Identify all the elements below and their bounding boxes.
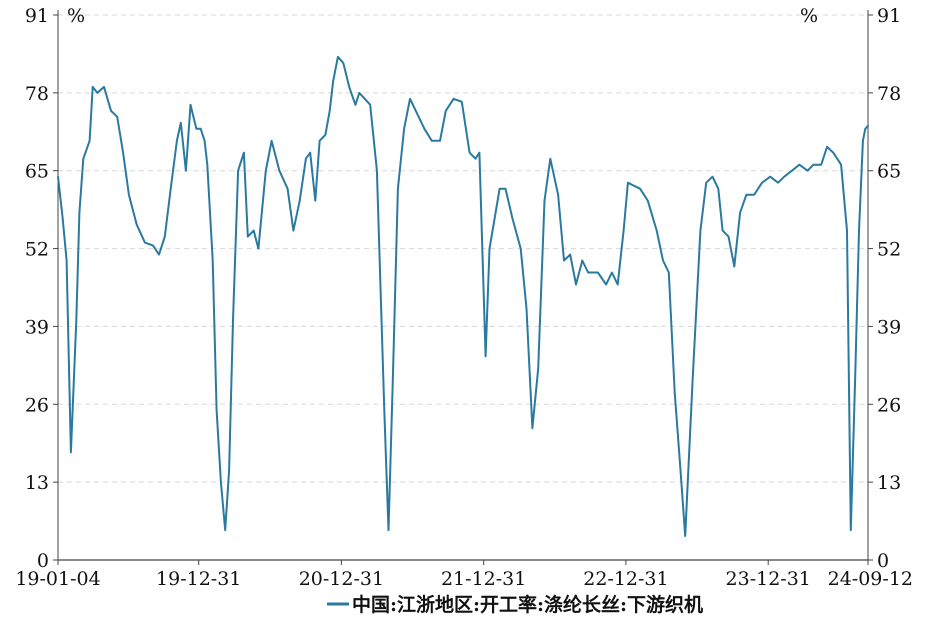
y-tick-label-left: 65 [25,161,49,183]
x-tick-label: 21-12-31 [441,568,526,590]
x-tick-label: 19-01-04 [15,568,100,590]
y-tick-label-right: 65 [877,161,901,183]
x-tick-label: 22-12-31 [583,568,668,590]
x-tick-label: 24-09-12 [828,568,913,590]
y-tick-label-left: 91 [25,5,49,27]
y-tick-label-left: 13 [25,472,49,494]
series-line [57,55,869,537]
legend: 中国:江浙地区:开工率:涤纶长丝:下游织机 [327,593,703,616]
y-tick-label-right: 39 [877,316,901,338]
label-layer: 0 0 13 13 26 26 39 39 52 52 65 65 78 78 91 91 19-01-04 19… [15,5,913,590]
x-tick-label: 20-12-31 [299,568,384,590]
left-unit-label: % [67,5,85,27]
y-tick-label-left: 0 [37,550,49,572]
y-tick-label-right: 52 [877,239,901,261]
right-unit-label: % [800,5,818,27]
y-tick-label-right: 13 [877,472,901,494]
x-tick-label: 23-12-31 [726,568,811,590]
y-tick-label-left: 39 [25,316,49,338]
axis-layer [53,10,873,565]
y-tick-label-left: 78 [25,83,49,105]
y-tick-label-right: 0 [877,550,889,572]
y-tick-label-right: 78 [877,83,901,105]
x-tick-label: 19-12-31 [156,568,241,590]
legend-label: 中国:江浙地区:开工率:涤纶长丝:下游织机 [352,593,703,616]
grid-layer [58,14,868,483]
y-tick-label-left: 26 [25,394,49,416]
y-tick-label-right: 91 [877,5,901,27]
y-tick-label-right: 26 [877,394,901,416]
series-layer [57,55,869,537]
y-tick-label-left: 52 [25,239,49,261]
